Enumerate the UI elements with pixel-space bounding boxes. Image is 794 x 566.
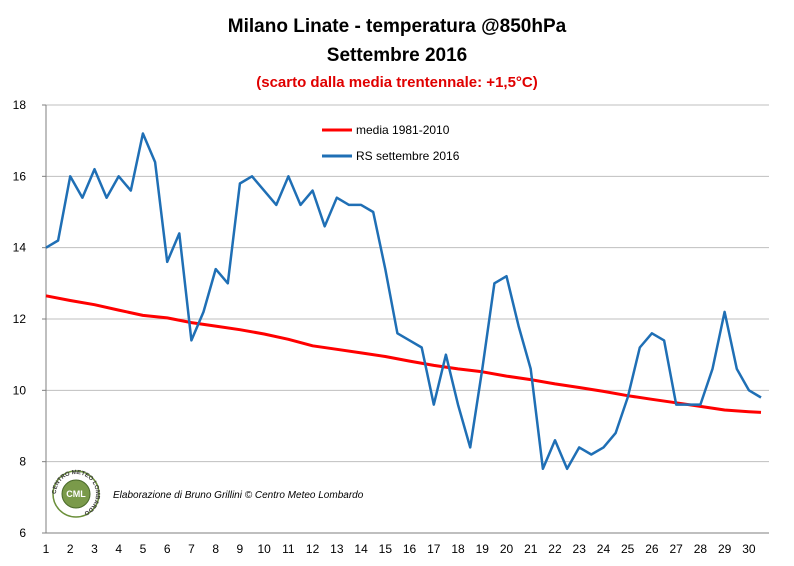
x-tick-label: 22 <box>548 542 562 556</box>
legend-label-media: media 1981-2010 <box>356 123 450 137</box>
x-tick-label: 17 <box>427 542 441 556</box>
axes <box>45 105 769 534</box>
series-line-rs <box>45 132 762 471</box>
x-tick-label: 21 <box>524 542 538 556</box>
x-tick-label: 12 <box>306 542 320 556</box>
credit-text: Elaborazione di Bruno Grillini © Centro … <box>113 490 364 501</box>
x-tick-label: 20 <box>500 542 514 556</box>
y-tick-label: 16 <box>13 169 27 183</box>
series-lines <box>45 132 762 471</box>
y-tick-label: 18 <box>13 98 27 112</box>
x-tick-label: 13 <box>330 542 344 556</box>
chart-subtitle: (scarto dalla media trentennale: +1,5°C) <box>256 74 538 91</box>
series-line-media <box>45 294 762 414</box>
centro-meteo-lombardo-logo: CENTRO METEO LOMBARDO CML <box>52 470 100 518</box>
x-tick-label: 3 <box>91 542 98 556</box>
x-tick-label: 7 <box>188 542 195 556</box>
x-tick-label: 5 <box>140 542 147 556</box>
y-tick-label: 6 <box>19 526 26 540</box>
logo-center-text: CML <box>66 489 86 499</box>
x-tick-label: 25 <box>621 542 635 556</box>
x-tick-label: 11 <box>282 542 295 556</box>
chart-title-line2: Settembre 2016 <box>327 45 467 66</box>
x-tick-label: 6 <box>164 542 171 556</box>
x-tick-label: 14 <box>354 542 368 556</box>
legend-label-rs: RS settembre 2016 <box>356 149 460 163</box>
legend: media 1981-2010 RS settembre 2016 <box>322 123 460 163</box>
x-tick-labels: 1 2 3 4 5 6 7 8 9 10 11 12 13 14 15 16 17 18 19 20 21 22 23 24 2… <box>43 542 756 556</box>
x-tick-label: 15 <box>379 542 393 556</box>
x-tick-label: 28 <box>694 542 708 556</box>
x-tick-label: 18 <box>451 542 465 556</box>
x-tick-label: 19 <box>476 542 490 556</box>
x-tick-label: 4 <box>115 542 122 556</box>
x-tick-label: 29 <box>718 542 732 556</box>
y-tick-label: 8 <box>19 455 26 469</box>
y-tick-label: 12 <box>13 312 27 326</box>
y-tick-label: 14 <box>13 241 27 255</box>
y-tick-label: 10 <box>13 383 27 397</box>
x-tick-label: 27 <box>669 542 683 556</box>
y-tick-labels: 6 8 10 12 14 16 18 <box>13 98 27 540</box>
x-tick-label: 16 <box>403 542 417 556</box>
x-tick-label: 24 <box>597 542 611 556</box>
x-tick-label: 9 <box>237 542 244 556</box>
x-tick-label: 26 <box>645 542 659 556</box>
x-tick-label: 2 <box>67 542 74 556</box>
logo-globe <box>61 479 91 509</box>
x-tick-label: 30 <box>742 542 756 556</box>
chart-title: Milano Linate - temperatura @850hPa <box>228 16 567 37</box>
x-tick-label: 8 <box>212 542 219 556</box>
x-tick-label: 23 <box>573 542 587 556</box>
x-tick-label: 1 <box>43 542 50 556</box>
x-tick-label: 10 <box>257 542 271 556</box>
